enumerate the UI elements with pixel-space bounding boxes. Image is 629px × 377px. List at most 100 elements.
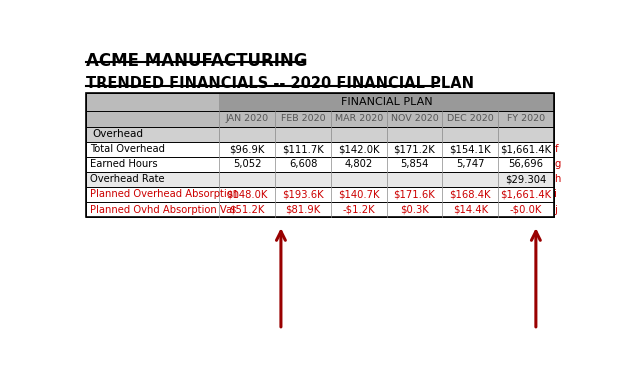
Text: Overhead Rate: Overhead Rate [90, 174, 164, 184]
Bar [86, 142, 220, 157]
Text: $154.1K: $154.1K [450, 144, 491, 154]
Bar [387, 142, 442, 157]
Bar [275, 127, 331, 142]
Text: 56,696: 56,696 [508, 159, 543, 169]
Bar [220, 157, 275, 172]
Text: $0.3K: $0.3K [400, 205, 429, 215]
Text: $171.2K: $171.2K [394, 144, 435, 154]
Bar [220, 110, 275, 127]
Bar [86, 157, 554, 172]
Bar [442, 110, 498, 127]
Text: $29.304: $29.304 [506, 174, 547, 184]
Text: FINANCIAL PLAN: FINANCIAL PLAN [341, 97, 432, 107]
Bar [331, 142, 387, 157]
Bar [220, 127, 275, 142]
Text: Planned Overhead Absorption: Planned Overhead Absorption [90, 190, 239, 199]
Text: MAR 2020: MAR 2020 [335, 114, 383, 123]
Bar [275, 157, 331, 172]
Text: $1,661.4K: $1,661.4K [501, 190, 552, 199]
Bar [498, 127, 554, 142]
Bar [442, 172, 498, 187]
Bar [220, 142, 275, 157]
Text: $148.0K: $148.0K [226, 190, 268, 199]
Text: 5,052: 5,052 [233, 159, 262, 169]
Bar [86, 202, 554, 217]
Text: $14.4K: $14.4K [453, 205, 488, 215]
Bar [442, 187, 498, 202]
Text: $1,661.4K: $1,661.4K [501, 144, 552, 154]
Bar [331, 172, 387, 187]
Bar [86, 110, 220, 127]
Bar [86, 187, 220, 202]
Bar [442, 202, 498, 217]
Bar [275, 172, 331, 187]
Text: Total Overhead: Total Overhead [90, 144, 165, 154]
Bar [331, 202, 387, 217]
Bar [387, 157, 442, 172]
Bar [387, 127, 442, 142]
Bar [331, 157, 387, 172]
Bar [387, 202, 442, 217]
Bar [220, 187, 275, 202]
Text: 5,854: 5,854 [400, 159, 429, 169]
Text: g: g [554, 159, 561, 169]
Bar [498, 142, 554, 157]
Text: $81.9K: $81.9K [286, 205, 321, 215]
Text: $142.0K: $142.0K [338, 144, 379, 154]
Bar [275, 187, 331, 202]
Bar [275, 110, 331, 127]
Bar [220, 202, 275, 217]
Text: DEC 2020: DEC 2020 [447, 114, 494, 123]
Text: $193.6K: $193.6K [282, 190, 324, 199]
Bar [86, 172, 554, 187]
Text: $140.7K: $140.7K [338, 190, 379, 199]
Text: $168.4K: $168.4K [450, 190, 491, 199]
Text: Planned Ovhd Absorption Var.: Planned Ovhd Absorption Var. [90, 205, 238, 215]
Text: ACME MANUFACTURING: ACME MANUFACTURING [86, 52, 308, 70]
Bar [498, 202, 554, 217]
Text: 5,747: 5,747 [456, 159, 484, 169]
Text: Earned Hours: Earned Hours [90, 159, 157, 169]
Bar [442, 157, 498, 172]
Text: j: j [554, 205, 557, 215]
Bar [86, 157, 220, 172]
Bar [86, 93, 554, 110]
Text: 6,608: 6,608 [289, 159, 317, 169]
Bar [275, 142, 331, 157]
Bar [331, 187, 387, 202]
Text: FEB 2020: FEB 2020 [281, 114, 325, 123]
Bar [86, 142, 554, 157]
Bar [498, 172, 554, 187]
Text: -$1.2K: -$1.2K [342, 205, 375, 215]
Bar [86, 93, 554, 217]
Bar [220, 172, 275, 187]
Text: f: f [554, 144, 558, 154]
Bar [387, 110, 442, 127]
Text: NOV 2020: NOV 2020 [391, 114, 438, 123]
Text: FY 2020: FY 2020 [507, 114, 545, 123]
Text: 4,802: 4,802 [345, 159, 373, 169]
Bar [442, 142, 498, 157]
Bar [387, 187, 442, 202]
Bar [387, 172, 442, 187]
Bar [86, 172, 220, 187]
Bar [86, 202, 220, 217]
Text: JAN 2020: JAN 2020 [226, 114, 269, 123]
Bar [498, 110, 554, 127]
Text: $96.9K: $96.9K [230, 144, 265, 154]
Bar [442, 127, 498, 142]
Bar [498, 187, 554, 202]
Bar [86, 127, 220, 142]
Text: $111.7K: $111.7K [282, 144, 324, 154]
Text: -$0.0K: -$0.0K [510, 205, 542, 215]
Bar [275, 202, 331, 217]
Text: h: h [554, 174, 561, 184]
Bar [86, 110, 554, 127]
Bar [220, 93, 554, 110]
Text: $51.2K: $51.2K [230, 205, 265, 215]
Bar [86, 127, 554, 142]
Text: Overhead: Overhead [92, 129, 143, 139]
Bar [498, 157, 554, 172]
Bar [86, 187, 554, 202]
Bar [331, 110, 387, 127]
